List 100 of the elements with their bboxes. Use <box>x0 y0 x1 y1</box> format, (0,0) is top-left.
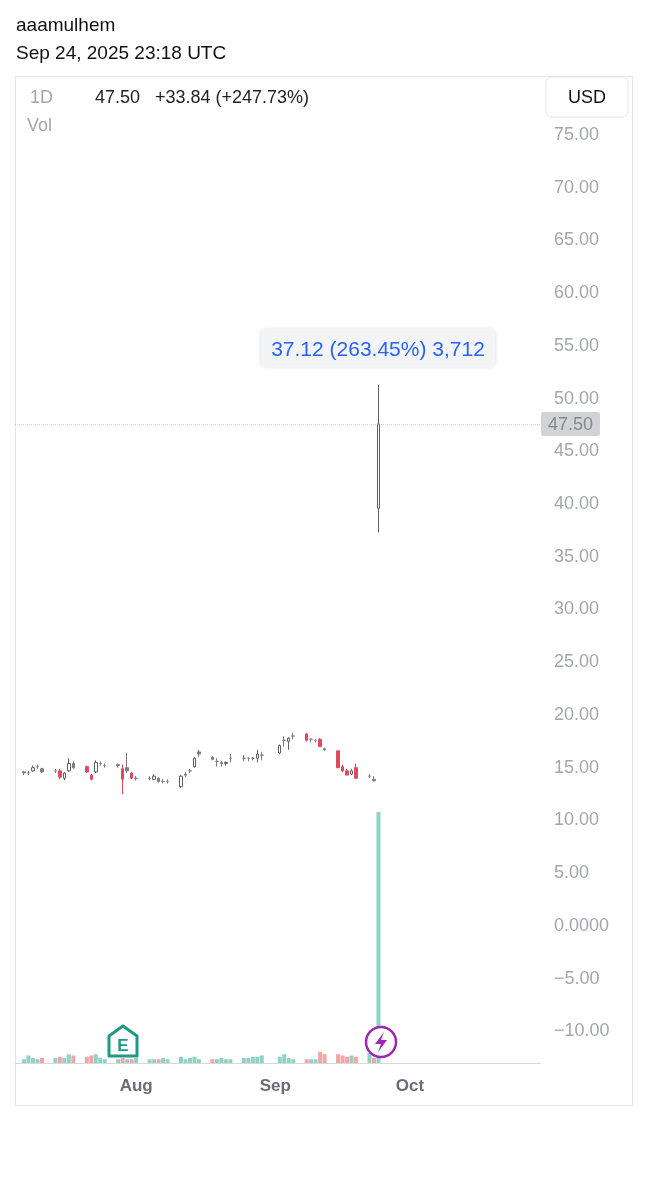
candlestick <box>224 760 228 767</box>
bar <box>219 1057 224 1063</box>
y-tick-label: 40.00 <box>554 493 600 514</box>
candlestick <box>278 744 281 755</box>
y-tick-label: 30.00 <box>554 598 600 619</box>
candlestick <box>377 384 380 534</box>
y-tick-label: −5.00 <box>554 967 600 988</box>
candlestick <box>350 768 353 776</box>
candlestick <box>85 765 89 774</box>
y-tick-label: 25.00 <box>554 651 600 672</box>
bar <box>62 1057 67 1063</box>
annotation: +33.84 (+247.73%) <box>155 87 310 107</box>
bar <box>349 1055 354 1063</box>
candlestick <box>22 770 26 776</box>
bar <box>336 1054 341 1063</box>
candlestick <box>152 773 156 781</box>
chart-subtitle: Sep 24, 2025 23:18 UTC <box>16 42 227 64</box>
bar <box>241 1057 246 1063</box>
bar <box>304 1059 309 1063</box>
candlestick <box>256 749 259 763</box>
bar <box>259 1055 264 1063</box>
bar <box>57 1056 62 1063</box>
annotation: Vol <box>27 115 53 135</box>
x-tick-label: Aug <box>119 1076 153 1095</box>
candlestick <box>197 749 201 758</box>
y-tick-label: 65.00 <box>554 229 600 250</box>
bar <box>102 1059 107 1063</box>
bar <box>318 1051 323 1063</box>
bar <box>340 1055 345 1063</box>
bar <box>210 1059 215 1063</box>
bar <box>134 1057 139 1063</box>
bar <box>66 1054 71 1063</box>
candlestick <box>287 736 290 751</box>
candlestick <box>372 775 376 782</box>
y-tick-label: 50.00 <box>554 387 600 408</box>
bar <box>165 1059 170 1063</box>
candlestick <box>323 747 326 752</box>
candlestick <box>63 771 66 781</box>
candlestick <box>116 762 120 769</box>
bar <box>26 1055 31 1063</box>
candlestick <box>125 752 129 774</box>
bar <box>196 1059 201 1063</box>
candlestick <box>318 737 322 748</box>
bar <box>179 1056 184 1063</box>
bar <box>188 1057 192 1063</box>
y-tick-label: 5.00 <box>554 862 590 883</box>
bar <box>322 1054 327 1063</box>
y-tick-label: 60.00 <box>554 282 600 303</box>
bar <box>53 1057 58 1063</box>
bar <box>250 1056 255 1063</box>
candlestick <box>90 773 93 781</box>
bar <box>30 1057 35 1063</box>
bar <box>313 1059 318 1063</box>
candlestick <box>354 762 358 779</box>
bar <box>223 1059 228 1063</box>
bar <box>291 1059 296 1063</box>
y-tick-label: 10.00 <box>554 809 600 830</box>
bar <box>354 1056 359 1063</box>
chart-title: aaamulhem <box>16 14 116 36</box>
bar <box>183 1059 188 1063</box>
bar <box>89 1055 94 1063</box>
bar <box>161 1057 166 1063</box>
bar <box>120 1057 125 1063</box>
bar <box>371 1057 376 1063</box>
bar <box>277 1056 282 1063</box>
bar <box>282 1054 287 1063</box>
bar <box>98 1057 103 1063</box>
candlestick <box>40 767 44 774</box>
y-tick-label: 70.00 <box>554 176 600 197</box>
candlestick <box>193 756 196 769</box>
candlestick <box>94 759 98 774</box>
y-tick-label: 35.00 <box>554 545 600 566</box>
candlestick <box>31 765 35 773</box>
y-tick-label: 0.0000 <box>554 914 610 935</box>
bar <box>345 1056 350 1063</box>
bar <box>93 1054 98 1063</box>
candlestick <box>121 764 124 795</box>
candlestick <box>336 750 340 769</box>
bar <box>367 1052 372 1063</box>
bar <box>21 1059 26 1063</box>
candlestick <box>130 771 133 780</box>
bar <box>192 1056 197 1063</box>
annotation: 37.12 (263.45%) 3,712 <box>271 336 485 360</box>
bar <box>156 1059 161 1063</box>
candlestick <box>184 771 187 778</box>
candlestick <box>220 760 223 768</box>
annotation: 1D <box>30 87 54 107</box>
candlestick <box>58 768 62 780</box>
y-tick-label: −10.00 <box>554 1020 610 1041</box>
bar <box>228 1059 233 1063</box>
y-tick-label: 75.00 <box>554 123 600 144</box>
candlestick <box>67 757 71 773</box>
candlestick <box>305 732 308 742</box>
candlestick <box>157 776 160 783</box>
bar <box>152 1059 157 1063</box>
bar <box>255 1056 260 1063</box>
y-tick-label: 15.00 <box>554 756 600 777</box>
bar <box>214 1059 219 1063</box>
bar <box>116 1059 121 1063</box>
annotation: 47.50 <box>95 87 141 107</box>
